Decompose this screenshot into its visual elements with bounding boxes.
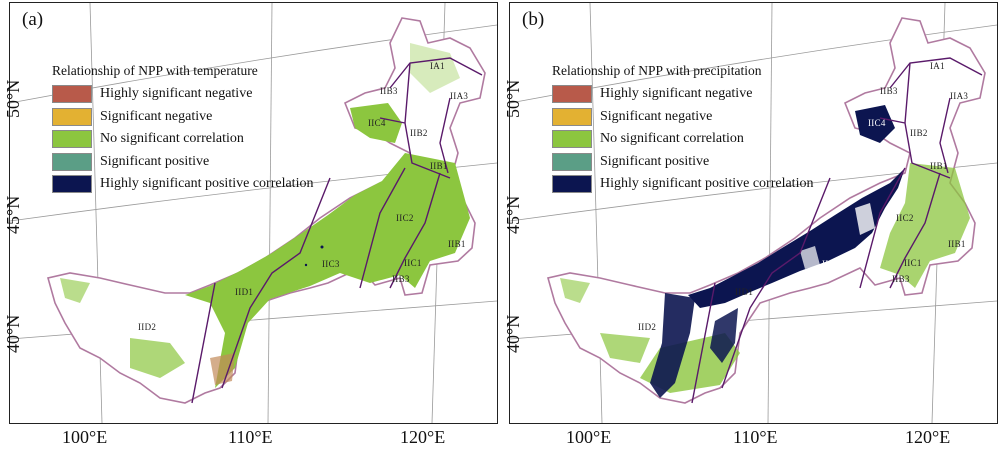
legend-item-label: No significant correlation (100, 131, 244, 147)
legend: Relationship of NPP with temperature Hig… (52, 63, 313, 196)
zone-label: IIC3 (822, 259, 840, 269)
gaps-b (800, 203, 875, 269)
legend-swatch (552, 175, 592, 194)
zone-label: IIA3 (950, 91, 969, 101)
legend-item: Significant positive (552, 151, 813, 174)
legend-swatch (552, 130, 592, 149)
zone-label: IIC3 (322, 259, 340, 269)
lon-label-100e-b: 100°E (566, 427, 612, 447)
zone-boundaries-b (691, 57, 983, 404)
legend-item: Significant negative (52, 106, 313, 129)
panel-a: (a) Relationship of NPP with temperature… (9, 2, 498, 424)
zone-label: IID1 (235, 287, 254, 297)
legend-item: Significant positive (52, 151, 313, 174)
legend-item-label: Highly significant negative (100, 86, 253, 102)
legend-item-label: Highly significant positive correlation (600, 176, 814, 192)
positive-fill-b (650, 105, 905, 398)
legend-item: No significant correlation (52, 128, 313, 151)
legend-title: Relationship of NPP with precipitation (552, 63, 762, 78)
lon-label-120e-b: 120°E (905, 427, 951, 447)
zone-label: IIB1 (930, 161, 948, 171)
zone-label: IID2 (138, 322, 157, 332)
legend-item-label: No significant correlation (600, 131, 744, 147)
dark-specks-a (304, 245, 324, 267)
zone-label: IIC4 (368, 118, 386, 128)
zone-label: IIC1 (404, 258, 422, 268)
legend-swatch (552, 152, 592, 171)
legend-swatch (52, 85, 92, 104)
lat-label-50n-b: 50°N (503, 79, 523, 118)
map-a (10, 3, 497, 423)
legend-title: Relationship of NPP with temperature (52, 63, 258, 78)
zone-label: IIB3 (892, 274, 910, 284)
legend-item-label: Highly significant positive correlation (100, 176, 314, 192)
panel-label: (a) (22, 9, 44, 30)
zone-label: IIC2 (896, 213, 914, 223)
legend-item: No significant correlation (552, 128, 813, 151)
brown-specks-a (210, 353, 235, 385)
legend-item: Highly significant positive correlation (552, 173, 813, 196)
legend-swatch (52, 130, 92, 149)
map-b (510, 3, 997, 423)
lon-label-100e-a: 100°E (62, 427, 108, 447)
zone-label: IIC4 (868, 118, 886, 128)
legend-item: Highly significant negative (552, 83, 813, 106)
lat-label-50n-a: 50°N (3, 79, 23, 118)
legend-swatch (552, 85, 592, 104)
panel-b: (b) Relationship of NPP with precipitati… (509, 2, 998, 424)
zone-label: IIB2 (410, 128, 428, 138)
zone-label: IID1 (735, 287, 754, 297)
legend-item-label: Highly significant negative (600, 86, 753, 102)
legend-item-label: Significant negative (100, 108, 213, 124)
legend-swatch (52, 107, 92, 126)
panel-label: (b) (522, 9, 545, 30)
legend-swatch (552, 107, 592, 126)
vegetation-fill-a (60, 43, 470, 388)
legend-item-label: Significant negative (600, 108, 713, 124)
legend-item: Significant negative (552, 106, 813, 129)
legend-swatch (52, 175, 92, 194)
lon-label-120e-a: 120°E (400, 427, 446, 447)
zone-label: IIA3 (450, 91, 469, 101)
lat-label-40n-a: 40°N (3, 314, 23, 353)
lon-label-110e-b: 110°E (733, 427, 778, 447)
zone-label: IA1 (930, 61, 945, 71)
zone-label: IIB1 (448, 239, 466, 249)
legend-swatch (52, 152, 92, 171)
zone-label: IIC1 (904, 258, 922, 268)
legend-item-label: Significant positive (600, 153, 710, 169)
zone-label: IIB3 (880, 86, 898, 96)
zone-label: IIB3 (380, 86, 398, 96)
legend-item-label: Significant positive (100, 153, 210, 169)
lon-label-110e-a: 110°E (228, 427, 273, 447)
zone-label: IIC2 (396, 213, 414, 223)
zone-boundaries-a (191, 57, 483, 404)
legend-item: Highly significant negative (52, 83, 313, 106)
legend-item: Highly significant positive correlation (52, 173, 313, 196)
zone-label: IIB3 (392, 274, 410, 284)
lat-label-45n-b: 45°N (503, 195, 523, 234)
lat-label-45n-a: 45°N (3, 195, 23, 234)
zone-label: IID2 (638, 322, 657, 332)
zone-label: IA1 (430, 61, 445, 71)
legend: Relationship of NPP with precipitation H… (552, 63, 813, 196)
zone-label: IIB1 (948, 239, 966, 249)
zone-label: IIB1 (430, 161, 448, 171)
zone-label: IIB2 (910, 128, 928, 138)
lat-label-40n-b: 40°N (503, 314, 523, 353)
